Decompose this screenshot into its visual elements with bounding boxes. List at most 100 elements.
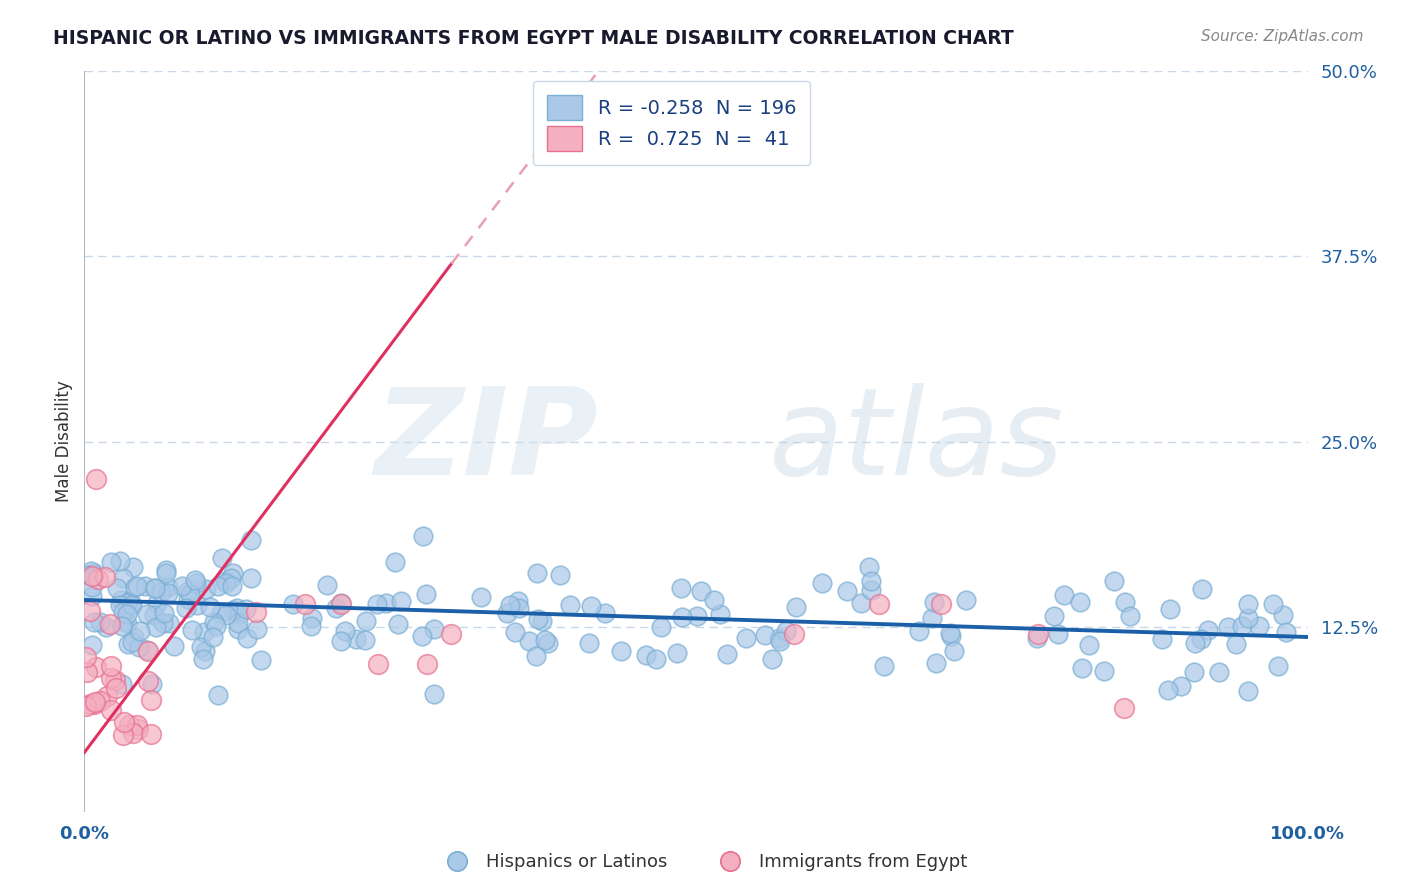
Point (139, 727, 162, 741)
Point (666, 646, 689, 660)
Point (96, 689, 118, 703)
Point (366, 597, 388, 611)
Point (240, 571, 263, 585)
Point (330, 596, 353, 610)
Point (214, 574, 236, 588)
Point (939, 626, 962, 640)
Point (1208, 665, 1230, 680)
Point (250, 653, 273, 667)
Point (121, 559, 143, 574)
Point (1236, 611, 1258, 625)
Point (526, 566, 548, 581)
Point (690, 583, 713, 598)
Point (179, 587, 201, 601)
Point (87, 572, 110, 586)
Point (198, 599, 221, 614)
Point (117, 637, 139, 651)
Point (215, 608, 238, 623)
Point (869, 598, 891, 612)
Point (177, 584, 200, 599)
Point (240, 533, 263, 548)
Point (86, 660, 108, 674)
Point (146, 596, 169, 610)
Point (143, 581, 166, 595)
Point (127, 722, 149, 736)
Y-axis label: Male Disability: Male Disability (55, 381, 73, 502)
Point (440, 627, 463, 641)
Point (89, 694, 111, 708)
Point (141, 677, 163, 691)
Point (207, 579, 229, 593)
Point (110, 593, 132, 607)
Point (299, 619, 322, 633)
Point (80, 565, 103, 579)
Point (470, 591, 492, 605)
Point (1267, 659, 1289, 673)
Point (768, 631, 790, 645)
Point (333, 624, 356, 638)
Point (1230, 619, 1253, 633)
Point (1026, 632, 1049, 646)
Point (228, 607, 250, 621)
Point (1216, 620, 1239, 634)
Point (155, 566, 177, 580)
Point (202, 631, 225, 645)
Point (367, 657, 389, 671)
Point (228, 622, 250, 636)
Point (387, 616, 409, 631)
Point (80, 638, 103, 652)
Point (124, 580, 146, 594)
Point (709, 607, 731, 621)
Point (186, 598, 208, 612)
Point (1043, 609, 1066, 624)
Point (783, 627, 806, 641)
Point (246, 622, 269, 636)
Point (301, 611, 323, 625)
Point (136, 644, 159, 658)
Point (1157, 683, 1180, 698)
Point (170, 579, 193, 593)
Point (190, 640, 212, 654)
Point (193, 652, 215, 666)
Point (121, 598, 143, 612)
Point (184, 576, 207, 591)
Point (84, 695, 107, 709)
Point (162, 639, 184, 653)
Point (536, 636, 558, 650)
Text: Source: ZipAtlas.com: Source: ZipAtlas.com (1201, 29, 1364, 44)
Point (761, 652, 783, 666)
Point (517, 634, 540, 648)
Point (1053, 588, 1076, 602)
Point (1047, 626, 1070, 640)
Point (527, 612, 550, 626)
Point (83, 566, 105, 580)
Point (835, 584, 858, 599)
Point (548, 568, 571, 582)
Point (121, 635, 143, 649)
Point (1114, 701, 1136, 715)
Point (221, 579, 243, 593)
Point (100, 671, 122, 685)
Point (84, 472, 107, 486)
Point (283, 598, 305, 612)
Point (75, 650, 97, 665)
Point (686, 608, 709, 623)
Point (76, 665, 98, 679)
Point (82, 589, 104, 603)
Point (156, 580, 179, 594)
Point (98, 617, 121, 632)
Point (754, 628, 776, 642)
Point (316, 577, 339, 591)
Point (194, 644, 217, 658)
Point (115, 596, 138, 610)
Point (236, 631, 259, 645)
Point (1184, 636, 1206, 650)
Point (929, 598, 952, 612)
Point (228, 615, 250, 630)
Point (100, 659, 122, 673)
Point (111, 677, 134, 691)
Point (1197, 624, 1219, 638)
Legend: R = -0.258  N = 196, R =  0.725  N =  41: R = -0.258 N = 196, R = 0.725 N = 41 (533, 81, 810, 165)
Point (153, 606, 176, 620)
Point (858, 560, 880, 574)
